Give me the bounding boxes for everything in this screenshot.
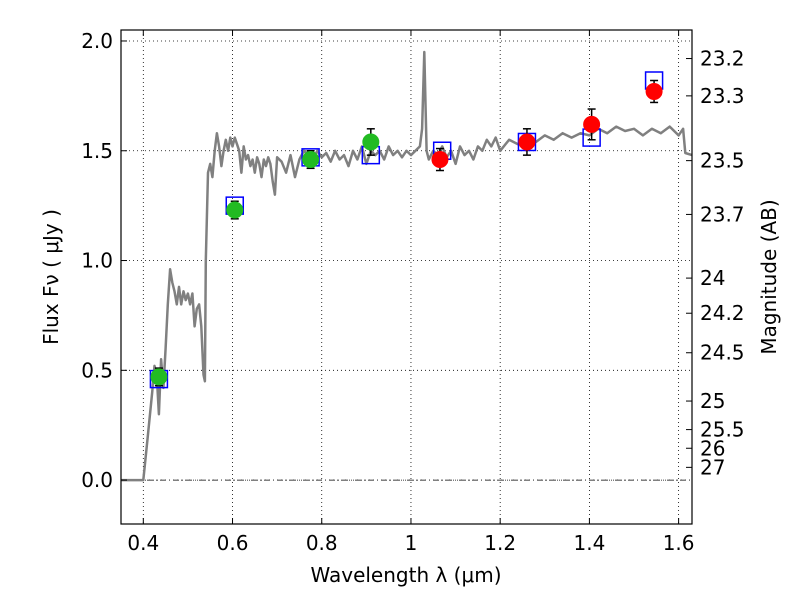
observed-photometry-points [150, 79, 663, 387]
optical-flux-point [302, 151, 320, 169]
right-tick-label: 24 [700, 266, 725, 290]
right-tick-label: 26 [700, 436, 725, 460]
model-spectrum-line [121, 50, 693, 482]
y-axis-ticks: 0.0 0.5 1.0 1.5 2.0 [81, 29, 127, 492]
right-tick-label: 25 [700, 389, 725, 413]
right-tick-label: 24.5 [700, 341, 745, 365]
right-tick-label: 23.3 [700, 84, 745, 108]
right-tick-label: 23.7 [700, 202, 745, 226]
nir-flux-point [645, 82, 663, 100]
right-axis-label: Magnitude (AB) [757, 199, 781, 354]
nir-flux-point [431, 151, 449, 169]
optical-flux-point [362, 133, 380, 151]
x-tick-label: 0.4 [127, 531, 159, 555]
y-tick-label: 1.5 [81, 139, 113, 163]
x-axis-label: Wavelength λ (μm) [310, 563, 501, 587]
nir-flux-point [518, 133, 536, 151]
x-tick-label: 1.4 [573, 531, 605, 555]
nir-flux-point [583, 115, 601, 133]
right-tick-label: 23.5 [700, 149, 745, 173]
right-tick-label: 23.2 [700, 47, 745, 71]
y-tick-label: 0.0 [81, 468, 113, 492]
y-axis-label: Flux Fν ( μJy ) [39, 209, 63, 345]
right-tick-label: 25.5 [700, 418, 745, 442]
x-tick-label: 1 [405, 531, 418, 555]
x-tick-label: 0.8 [306, 531, 338, 555]
optical-flux-point [150, 368, 168, 386]
y-tick-label: 0.5 [81, 358, 113, 382]
x-tick-label: 1.6 [663, 531, 695, 555]
x-axis-ticks: 0.4 0.6 0.8 1 1.2 1.4 1.6 [127, 30, 695, 555]
model-spectrum-layer [121, 50, 693, 482]
plot-frame [120, 29, 693, 525]
y-tick-label: 1.0 [81, 249, 113, 273]
right-tick-label: 24.2 [700, 301, 745, 325]
x-tick-label: 0.6 [217, 531, 249, 555]
y-tick-label: 2.0 [81, 29, 113, 53]
right-tick-label: 27 [700, 455, 725, 479]
optical-flux-point [226, 201, 244, 219]
x-tick-label: 1.2 [484, 531, 516, 555]
